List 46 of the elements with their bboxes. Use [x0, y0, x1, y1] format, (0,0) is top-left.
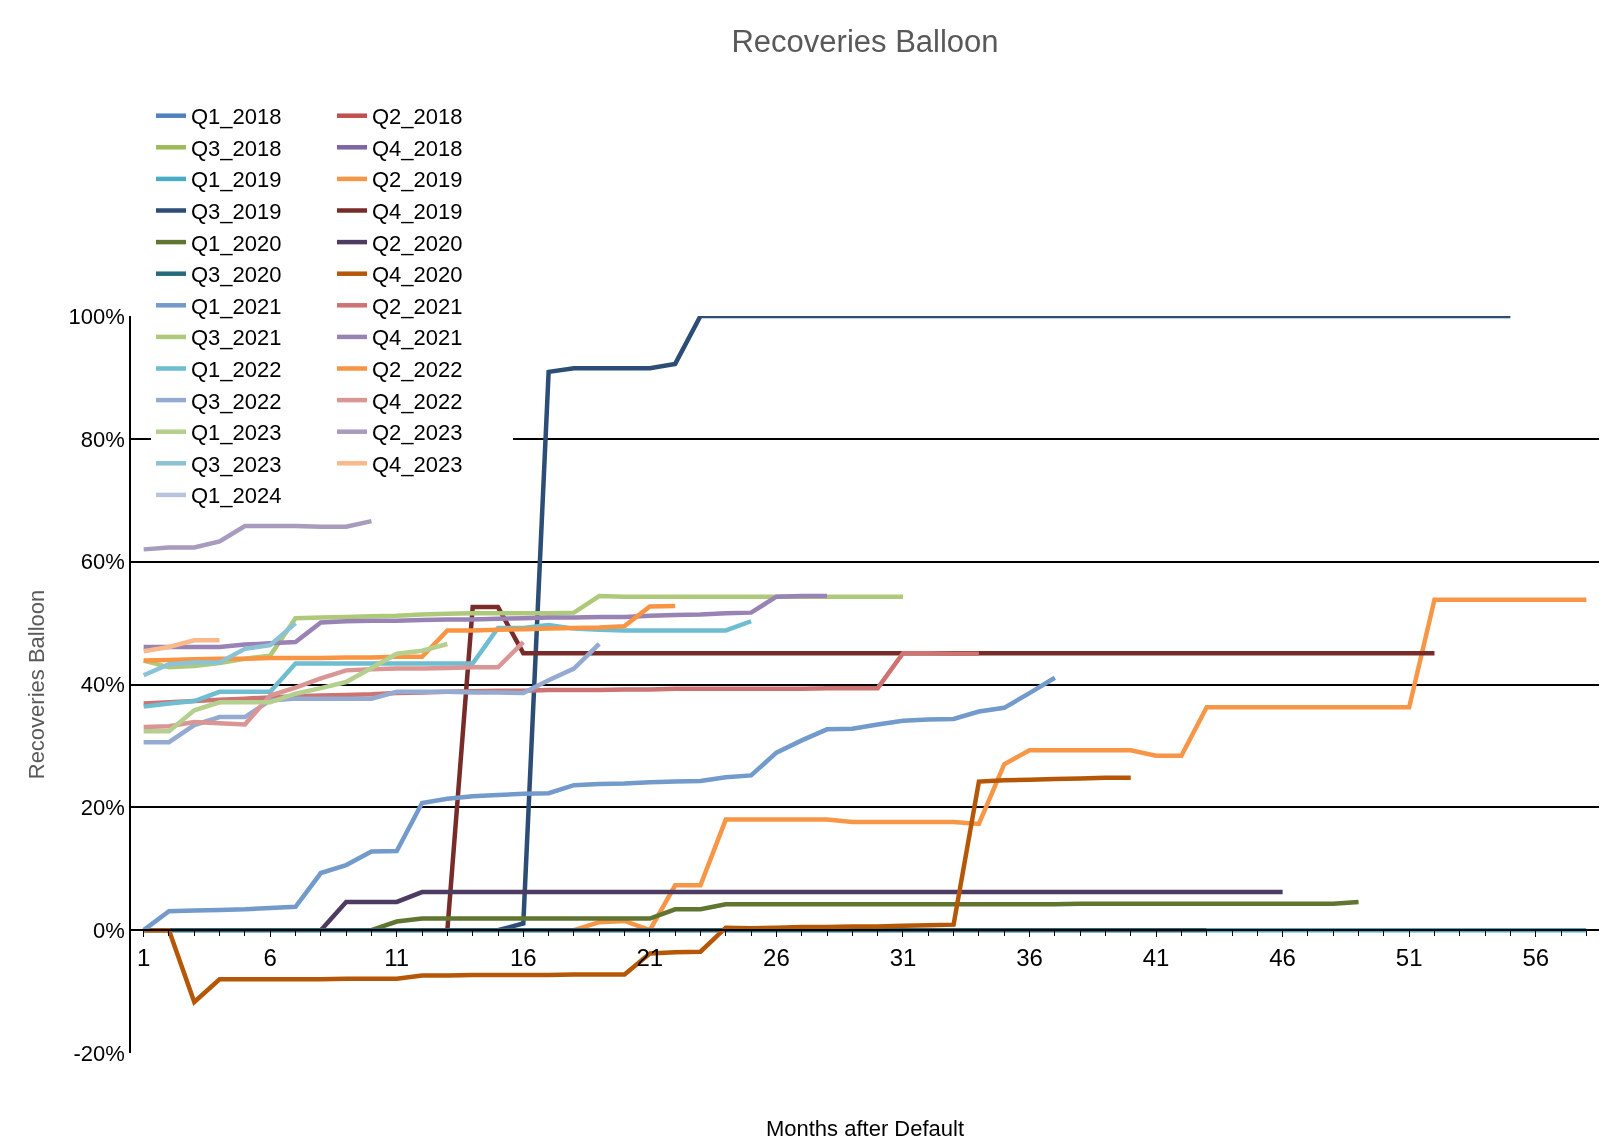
- legend-label: Q4_2021: [372, 325, 463, 351]
- y-axis-title: Recoveries Balloon: [23, 589, 49, 780]
- legend-label: Q3_2021: [191, 325, 282, 351]
- x-tick-label: 16: [509, 943, 537, 971]
- x-tick-label: 11: [384, 943, 410, 971]
- y-tick-label: 80%: [80, 426, 125, 452]
- x-tick-label: 6: [263, 943, 277, 971]
- legend-label: Q1_2023: [191, 420, 282, 446]
- y-tick-label: -20%: [73, 1040, 125, 1066]
- legend-label: Q1_2021: [191, 293, 282, 319]
- x-tick-label: 31: [889, 943, 917, 971]
- legend-label: Q3_2022: [191, 388, 282, 414]
- legend-label: Q4_2019: [372, 199, 463, 225]
- x-tick-label: 51: [1395, 943, 1423, 971]
- legend-label: Q2_2021: [372, 293, 463, 319]
- legend-label: Q1_2019: [191, 167, 282, 193]
- legend-label: Q3_2018: [191, 135, 282, 161]
- x-tick-label: 41: [1142, 943, 1170, 971]
- legend-label: Q4_2022: [372, 388, 463, 414]
- legend-label: Q4_2018: [372, 135, 463, 161]
- x-tick-label: 26: [763, 943, 790, 971]
- legend-label: Q2_2022: [372, 357, 463, 383]
- legend-label: Q2_2018: [372, 104, 463, 130]
- x-tick-label: 56: [1522, 943, 1550, 971]
- y-tick-label: 40%: [80, 672, 125, 698]
- x-tick-label: 46: [1269, 943, 1296, 971]
- legend-label: Q3_2019: [191, 199, 282, 225]
- legend-label: Q2_2019: [372, 167, 463, 193]
- legend-label: Q1_2020: [191, 230, 282, 256]
- legend-label: Q2_2020: [372, 230, 463, 256]
- legend-label: Q1_2018: [191, 104, 282, 130]
- legend-label: Q3_2023: [191, 451, 282, 477]
- y-tick-label: 0%: [93, 917, 125, 943]
- y-tick-label: 20%: [80, 795, 125, 821]
- legend-label: Q4_2023: [372, 451, 463, 477]
- chart-title: Recoveries Balloon: [731, 23, 999, 59]
- legend-label: Q4_2020: [372, 262, 463, 288]
- legend-label: Q2_2023: [372, 420, 463, 446]
- y-tick-label: 60%: [80, 549, 125, 575]
- legend-label: Q1_2024: [191, 483, 282, 509]
- x-tick-label: 1: [136, 943, 151, 971]
- y-tick-label: 100%: [68, 303, 125, 329]
- legend-label: Q1_2022: [191, 357, 282, 383]
- legend-label: Q3_2020: [191, 262, 282, 288]
- x-tick-label: 36: [1016, 943, 1043, 971]
- x-axis-title: Months after Default: [765, 1116, 965, 1142]
